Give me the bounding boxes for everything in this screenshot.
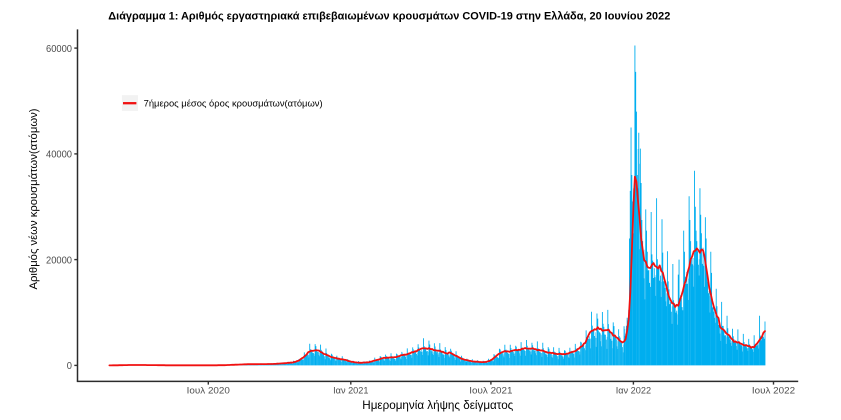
svg-text:Ημερομηνία λήψης δείγματος: Ημερομηνία λήψης δείγματος [362,398,513,412]
svg-text:7ήμερος μέσος όρος κρουσμάτων(: 7ήμερος μέσος όρος κρουσμάτων(ατόμων) [144,98,323,109]
svg-text:60000: 60000 [46,44,72,55]
svg-text:40000: 40000 [46,150,72,161]
svg-text:Ιουλ 2022: Ιουλ 2022 [752,386,795,397]
svg-text:Διάγραμμα 1: Αριθμός εργαστηρι: Διάγραμμα 1: Αριθμός εργαστηριακά επιβεβ… [108,10,670,22]
svg-text:Ιουλ 2021: Ιουλ 2021 [469,386,512,397]
svg-text:Ιουλ 2020: Ιουλ 2020 [187,386,230,397]
svg-text:20000: 20000 [46,255,72,266]
svg-text:Ιαν 2022: Ιαν 2022 [616,386,651,397]
svg-text:Αριθμός νέων κρουσμάτων(ατόμων: Αριθμός νέων κρουσμάτων(ατόμων) [28,108,40,289]
svg-text:0: 0 [67,361,73,372]
svg-text:Ιαν 2021: Ιαν 2021 [333,386,368,397]
